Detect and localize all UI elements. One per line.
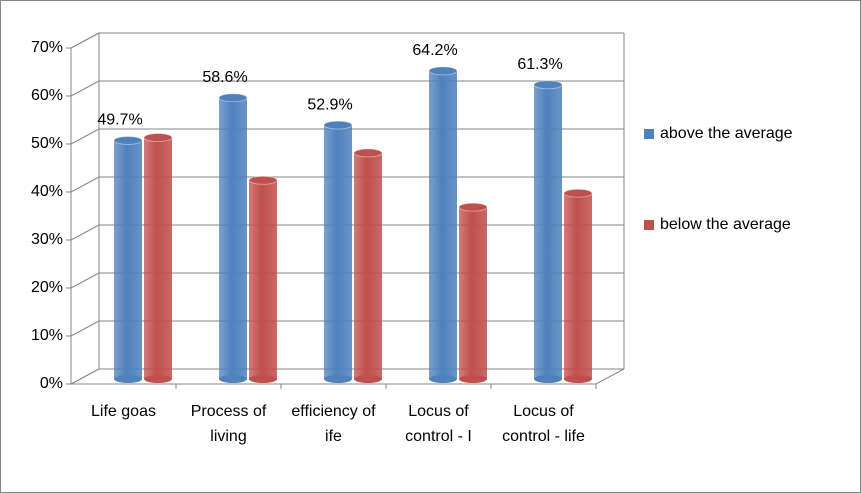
bar xyxy=(323,120,353,383)
y-tick-label: 30% xyxy=(31,231,63,248)
legend-swatch xyxy=(644,220,654,230)
back-wall xyxy=(70,32,100,385)
bar xyxy=(428,66,458,383)
bar xyxy=(533,80,563,383)
x-tick-label: Locus of control - I xyxy=(405,403,472,445)
value-label: 58.6% xyxy=(202,69,247,86)
y-tick-label: 0% xyxy=(40,375,63,392)
y-tick-label: 50% xyxy=(31,135,63,152)
bar xyxy=(113,135,143,383)
legend-label: below the average xyxy=(660,216,791,233)
bar xyxy=(248,175,278,383)
legend-swatch xyxy=(644,129,654,139)
y-tick-label: 10% xyxy=(31,327,63,344)
bar xyxy=(353,148,383,383)
x-tick-label: efficiency of ife xyxy=(291,403,376,445)
legend-label: above the average xyxy=(660,125,793,142)
y-tick-label: 20% xyxy=(31,279,63,296)
bar xyxy=(143,133,173,383)
y-tick-label: 70% xyxy=(31,39,63,56)
x-tick-label: Locus of control - life xyxy=(502,403,585,445)
value-label: 52.9% xyxy=(307,96,352,113)
y-tick-label: 60% xyxy=(31,87,63,104)
value-label: 61.3% xyxy=(517,56,562,73)
bar xyxy=(563,188,593,383)
value-label: 49.7% xyxy=(97,112,142,129)
bar xyxy=(218,93,248,383)
y-tick-label: 40% xyxy=(31,183,63,200)
x-tick-label: Life goas xyxy=(91,403,156,420)
bar xyxy=(458,202,488,383)
x-tick-label: Process of living xyxy=(190,403,267,445)
value-label: 64.2% xyxy=(412,42,457,59)
grid-line xyxy=(70,32,624,49)
